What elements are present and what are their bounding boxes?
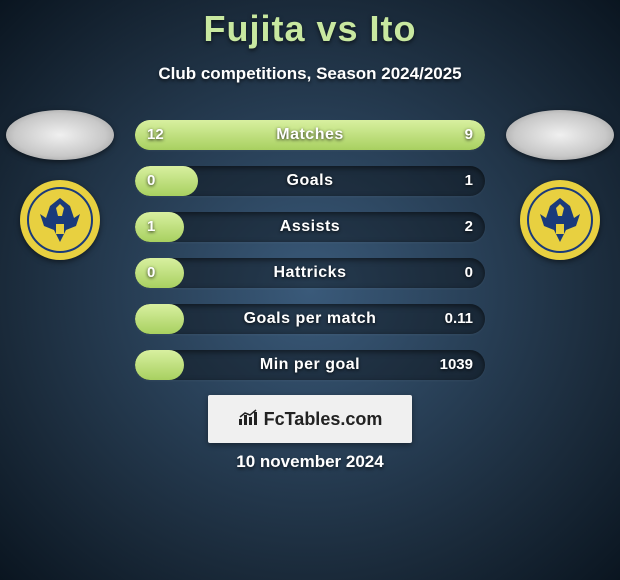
stat-value-right: 1039 xyxy=(440,350,473,380)
date-label: 10 november 2024 xyxy=(0,452,620,472)
branding-badge[interactable]: FcTables.com xyxy=(208,395,412,443)
stat-value-right: 0.11 xyxy=(445,304,473,334)
stat-value-right: 2 xyxy=(465,212,473,242)
page-title: Fujita vs Ito xyxy=(0,0,620,50)
stat-label: Hattricks xyxy=(135,258,485,288)
player-right-avatar xyxy=(506,110,614,160)
stat-row: 1Assists2 xyxy=(135,212,485,242)
stat-label: Assists xyxy=(135,212,485,242)
stat-value-right: 1 xyxy=(465,166,473,196)
stat-label: Min per goal xyxy=(135,350,485,380)
stat-row: 12Matches9 xyxy=(135,120,485,150)
player-right-crest xyxy=(520,180,600,260)
stat-value-right: 9 xyxy=(465,120,473,150)
player-right-panel xyxy=(500,110,620,260)
player-left-avatar xyxy=(6,110,114,160)
stat-label: Matches xyxy=(135,120,485,150)
stats-container: 12Matches90Goals11Assists20Hattricks0Goa… xyxy=(135,120,485,396)
stat-row: 0Hattricks0 xyxy=(135,258,485,288)
chart-icon xyxy=(238,409,258,430)
stat-value-right: 0 xyxy=(465,258,473,288)
stat-row: 0Goals1 xyxy=(135,166,485,196)
stat-row: Goals per match0.11 xyxy=(135,304,485,334)
crest-eagle-icon xyxy=(26,186,94,254)
stat-label: Goals per match xyxy=(135,304,485,334)
page-subtitle: Club competitions, Season 2024/2025 xyxy=(0,64,620,84)
branding-text: FcTables.com xyxy=(264,409,383,430)
player-left-crest xyxy=(20,180,100,260)
stat-row: Min per goal1039 xyxy=(135,350,485,380)
player-left-panel xyxy=(0,110,120,260)
stat-label: Goals xyxy=(135,166,485,196)
crest-eagle-icon xyxy=(526,186,594,254)
